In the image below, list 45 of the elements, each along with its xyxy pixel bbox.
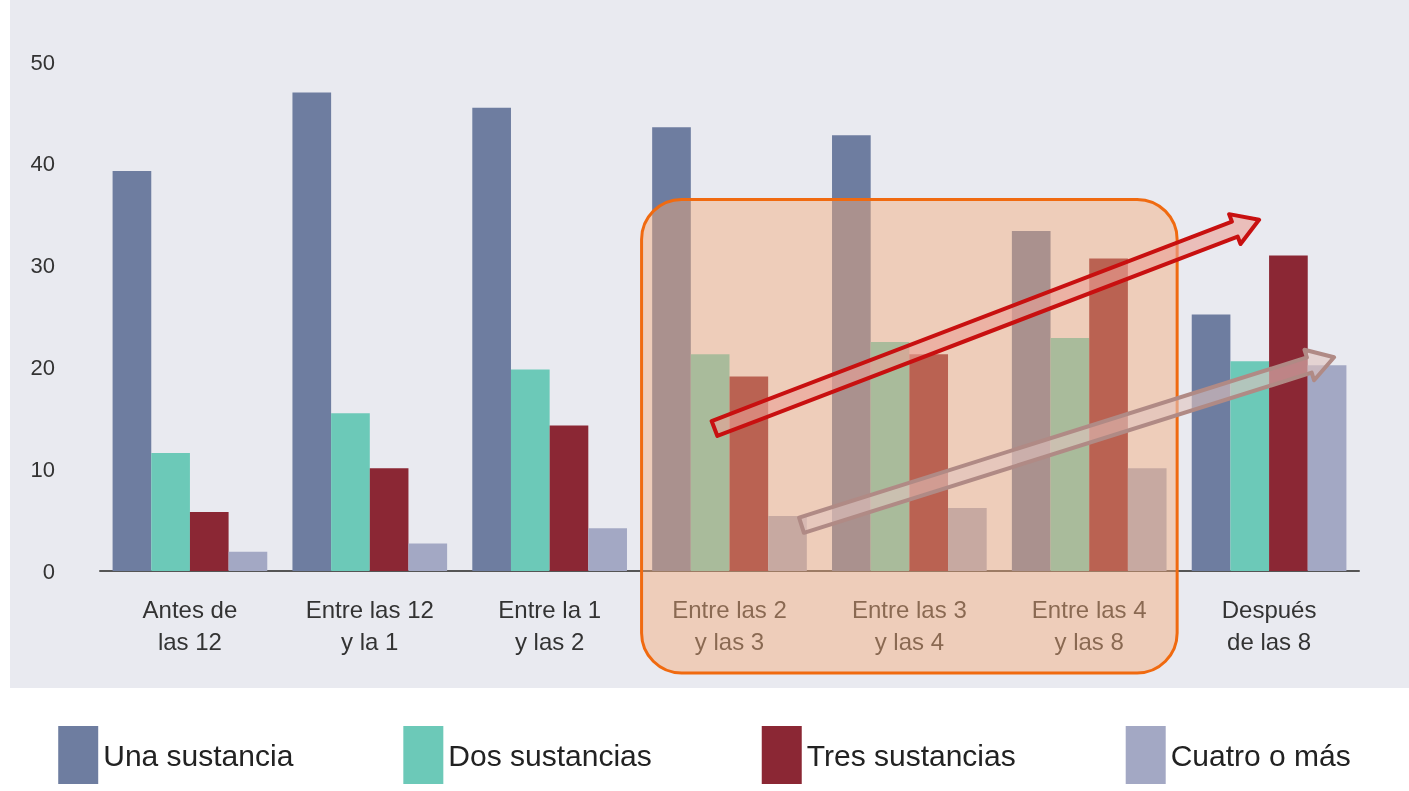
x-tick-label: Entre las 12 y la 1 xyxy=(305,595,434,655)
bar xyxy=(729,376,769,571)
bar xyxy=(1307,365,1347,571)
bar xyxy=(112,170,152,571)
bar xyxy=(1089,258,1128,571)
bar xyxy=(832,135,871,571)
y-tick-label: 0 xyxy=(42,558,55,584)
bar xyxy=(652,127,691,571)
bar xyxy=(948,507,987,571)
bar xyxy=(768,516,807,571)
bar xyxy=(331,413,370,571)
legend-label: Dos sustancias xyxy=(448,738,652,772)
x-tick-label: Entre las 2 y las 3 xyxy=(672,595,787,655)
x-tick-label: Entre las 4 y las 8 xyxy=(1031,595,1147,655)
bar xyxy=(228,551,268,571)
x-tick-label: Entre las 3 y las 4 xyxy=(851,595,967,655)
bar xyxy=(909,354,949,571)
y-tick-label: 50 xyxy=(30,49,55,75)
bar xyxy=(189,511,229,571)
x-tick-label: Entre la 1 y las 2 xyxy=(498,595,602,655)
bar xyxy=(1191,314,1231,571)
bar xyxy=(1230,361,1270,571)
bar xyxy=(588,528,627,571)
bar xyxy=(1127,468,1167,571)
y-tick-label: 10 xyxy=(30,456,55,482)
bar xyxy=(1011,230,1051,571)
y-tick-label: 40 xyxy=(30,151,55,177)
x-tick-label: Antes de las 12 xyxy=(142,595,238,655)
bar xyxy=(870,341,910,571)
y-tick-label: 20 xyxy=(30,354,55,380)
bar xyxy=(1269,255,1308,571)
bar xyxy=(151,452,190,571)
y-tick-label: 30 xyxy=(30,253,55,279)
bar xyxy=(549,425,589,571)
bar xyxy=(369,468,409,571)
bar xyxy=(510,369,550,571)
bar xyxy=(690,354,730,571)
legend-label: Cuatro o más xyxy=(1170,738,1351,772)
bar xyxy=(292,92,332,571)
x-tick-label: Después de las 8 xyxy=(1221,595,1317,655)
legend-label: Tres sustancias xyxy=(806,738,1016,772)
legend-label: Una sustancia xyxy=(103,738,294,772)
bar xyxy=(1050,337,1090,571)
bar xyxy=(408,543,448,571)
bar xyxy=(472,107,511,571)
